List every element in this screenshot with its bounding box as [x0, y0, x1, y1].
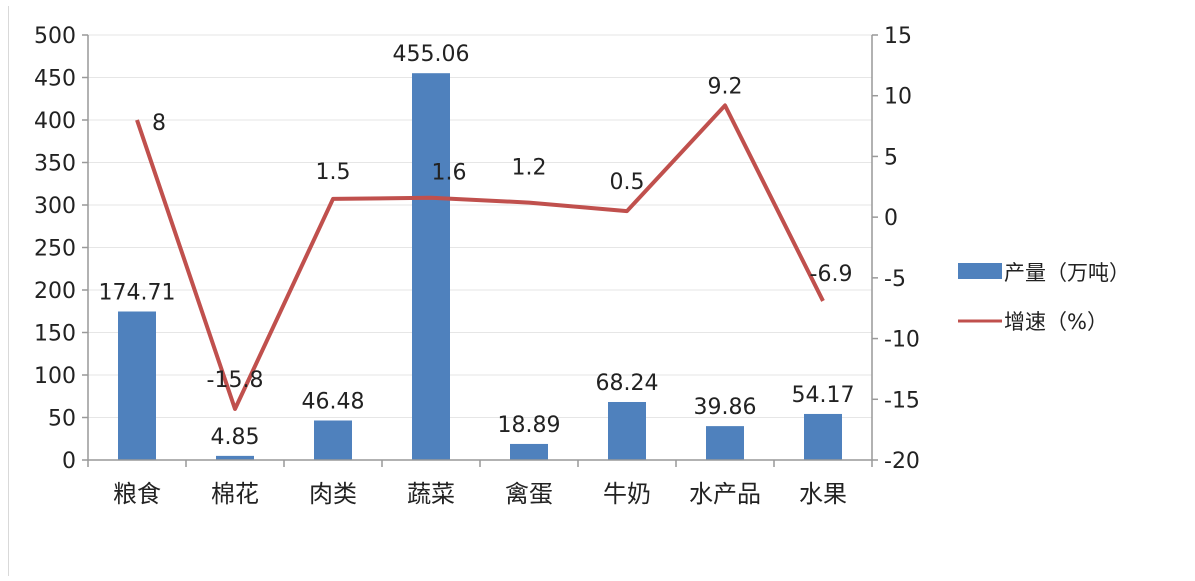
bar-2: [314, 420, 352, 460]
bar-4: [510, 443, 548, 460]
line-value-label: 0.5: [610, 170, 645, 195]
bar-7: [804, 413, 842, 460]
bar-0: [118, 311, 156, 460]
left-tick-label: 50: [48, 407, 76, 432]
left-tick-label: 500: [34, 24, 76, 49]
left-tick-label: 250: [34, 237, 76, 262]
line-value-label: 9.2: [708, 74, 743, 99]
left-tick-label: 400: [34, 109, 76, 134]
category-labels: 粮食 棉花 肉类 蔬菜 禽蛋 牛奶 水产品 水果: [113, 480, 847, 508]
bar-data-labels: 174.71 4.85 46.48 455.06 18.89 68.24 39.86 54.1…: [99, 42, 855, 450]
axes: [82, 34, 878, 467]
legend-swatch-bar: [958, 263, 1002, 279]
bar-value-label: 68.24: [596, 371, 659, 396]
right-tick-label: -20: [884, 449, 920, 474]
left-tick-label: 350: [34, 152, 76, 177]
left-tick-label: 150: [34, 322, 76, 347]
bar-value-label: 4.85: [211, 425, 260, 450]
gridlines: [88, 34, 872, 418]
bar-value-label: 54.17: [792, 383, 855, 408]
category-label: 禽蛋: [505, 480, 553, 508]
bar-1: [216, 455, 254, 460]
line-value-label: 1.2: [512, 156, 547, 181]
category-label: 蔬菜: [407, 480, 455, 508]
bar-3: [412, 73, 450, 460]
bar-6: [706, 426, 744, 460]
category-label: 粮食: [113, 480, 161, 508]
right-tick-label: -5: [884, 267, 906, 292]
left-axis-ticks: 0 50 100 150 200 250 300 350 400 450 500: [34, 24, 76, 474]
legend-label-bar: 产量（万吨）: [1004, 261, 1130, 285]
line-value-label: 8: [152, 111, 166, 136]
legend: 产量（万吨） 增速（%）: [958, 261, 1130, 334]
right-tick-label: -10: [884, 328, 920, 353]
bar-value-label: 455.06: [393, 42, 470, 67]
bar-value-label: 46.48: [302, 389, 365, 414]
growth-line: [135, 103, 825, 411]
left-tick-label: 0: [62, 449, 76, 474]
bar-5: [608, 401, 646, 460]
line-value-label: 1.5: [316, 160, 351, 185]
bar-value-label: 39.86: [694, 395, 757, 420]
legend-label-line: 增速（%）: [1004, 310, 1108, 334]
bar-value-label: 18.89: [498, 413, 561, 438]
category-label: 水果: [799, 480, 847, 508]
line-value-label: -15.8: [207, 368, 264, 393]
left-tick-label: 100: [34, 364, 76, 389]
bar-series-production: [118, 73, 842, 460]
right-axis-ticks: -20 -15 -10 -5 0 5 10 15: [884, 24, 920, 474]
right-tick-label: 0: [884, 206, 898, 231]
left-tick-label: 450: [34, 67, 76, 92]
right-tick-label: 15: [884, 24, 912, 49]
line-value-label: 1.6: [432, 161, 467, 186]
category-label: 水产品: [689, 480, 761, 508]
right-tick-label: 5: [884, 145, 898, 170]
bar-value-label: 174.71: [99, 280, 176, 305]
left-tick-label: 200: [34, 279, 76, 304]
category-label: 肉类: [309, 480, 357, 508]
category-label: 棉花: [211, 480, 259, 508]
line-value-label: -6.9: [810, 262, 853, 287]
right-tick-label: 10: [884, 85, 912, 110]
right-tick-label: -15: [884, 388, 920, 413]
line-data-labels: 8 -15.8 1.5 1.6 1.2 0.5 9.2 -6.9: [152, 74, 852, 393]
line-series-growth: [135, 103, 825, 411]
left-tick-label: 300: [34, 194, 76, 219]
chart-frame: [8, 6, 1188, 576]
category-label: 牛奶: [603, 480, 651, 508]
